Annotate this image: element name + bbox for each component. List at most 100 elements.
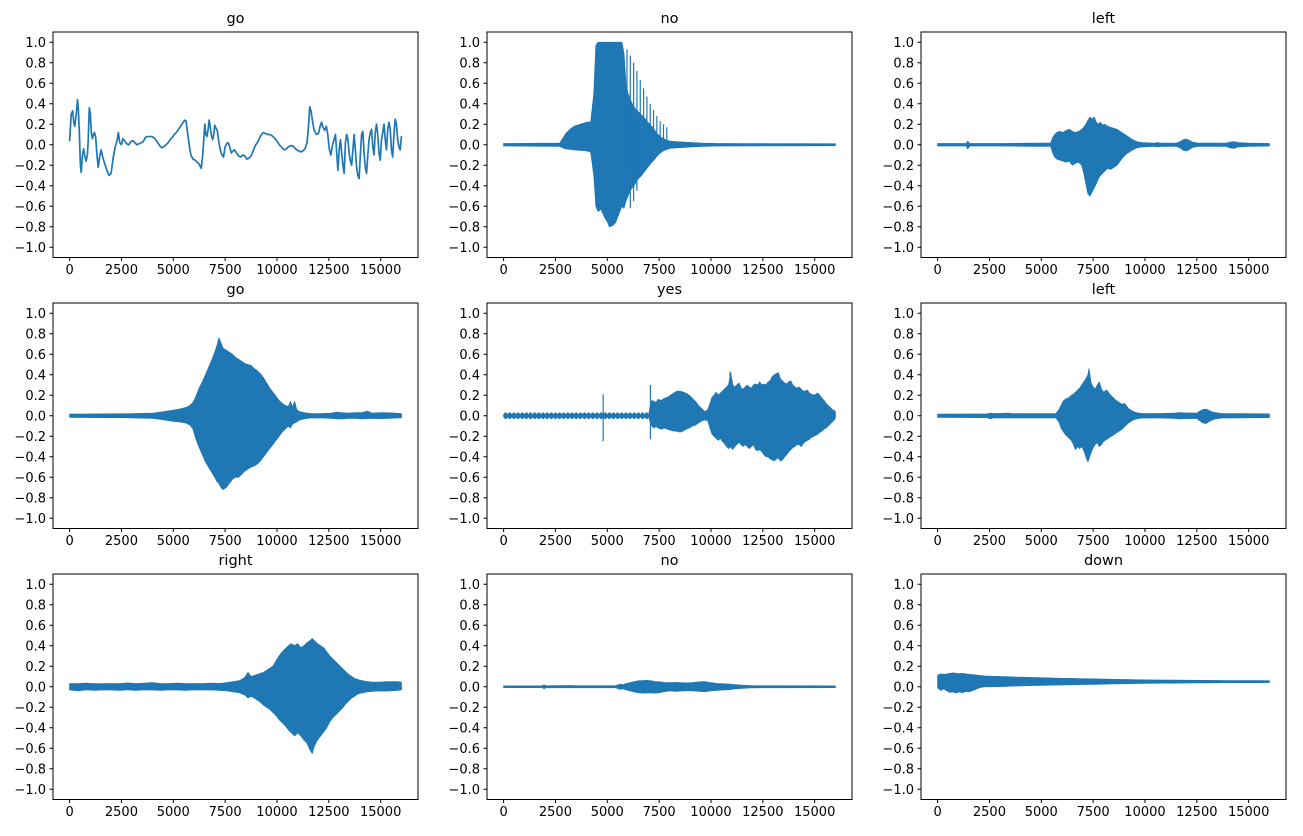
x-tick-label: 5000 — [591, 263, 624, 278]
axes-frame — [486, 302, 853, 529]
x-tick-label: 12500 — [308, 263, 349, 278]
x-tick-label: 0 — [933, 263, 941, 278]
y-tick-label: 0.4 — [459, 97, 480, 112]
y-tick-label: 0.0 — [25, 138, 46, 153]
y-tick-label: 1.0 — [459, 36, 480, 51]
y-tick-label: 0.8 — [893, 327, 914, 342]
y-tick-label: 0.4 — [25, 97, 46, 112]
y-tick-label: 0.4 — [459, 639, 480, 654]
x-tick-label: 10000 — [256, 805, 297, 820]
axes-frame — [486, 573, 853, 800]
y-tick-label: −1.0 — [14, 241, 46, 256]
y-tick-label: −0.8 — [448, 762, 480, 777]
y-tick-label: −0.8 — [14, 491, 46, 506]
y-tick-label: −0.8 — [882, 220, 914, 235]
y-tick-label: −1.0 — [882, 512, 914, 527]
waveform-envelope — [503, 372, 836, 462]
y-tick-label: 1.0 — [459, 578, 480, 593]
subplot-down-r2c2: 0 2500 5000 7500 10000 12500 15000 −1.0 −0.8 −0.6… — [882, 553, 1287, 820]
x-tick-label: 7500 — [209, 263, 242, 278]
y-tick-label: −1.0 — [14, 512, 46, 527]
subplot-title: go — [226, 11, 244, 27]
y-tick-label: 0.2 — [459, 118, 480, 133]
x-tick-label: 12500 — [742, 534, 783, 549]
subplot-left-r0c2: 0 2500 5000 7500 10000 12500 15000 −1.0 −0.8 −0.6… — [882, 11, 1287, 278]
axes-frame — [920, 573, 1287, 800]
x-tick-label: 5000 — [591, 534, 624, 549]
subplot-title: no — [660, 11, 678, 27]
y-tick-label: 1.0 — [25, 578, 46, 593]
x-tick-label: 5000 — [157, 805, 190, 820]
y-tick-label: 0.0 — [893, 680, 914, 695]
x-tick-label: 10000 — [690, 805, 731, 820]
y-tick-label: −0.8 — [448, 491, 480, 506]
y-tick-label: −0.8 — [882, 491, 914, 506]
y-tick-label: −0.2 — [882, 159, 914, 174]
x-tick-label: 0 — [933, 805, 941, 820]
x-tick-label: 15000 — [1228, 263, 1269, 278]
y-tick-label: 0.6 — [25, 77, 46, 92]
x-tick-label: 15000 — [1228, 534, 1269, 549]
y-tick-label: −0.4 — [448, 179, 480, 194]
subplot-yes-r1c1: 0 2500 5000 7500 10000 12500 15000 −1.0 −0.8 −0.6… — [448, 282, 853, 549]
y-tick-label: 0.8 — [459, 327, 480, 342]
y-tick-label: −0.8 — [882, 762, 914, 777]
x-tick-label: 2500 — [973, 263, 1006, 278]
x-tick-label: 7500 — [643, 263, 676, 278]
x-tick-label: 7500 — [209, 534, 242, 549]
x-tick-label: 5000 — [1025, 805, 1058, 820]
x-tick-label: 12500 — [308, 534, 349, 549]
y-tick-label: 1.0 — [893, 307, 914, 322]
x-tick-label: 12500 — [742, 805, 783, 820]
y-tick-label: 1.0 — [25, 307, 46, 322]
axes-frame — [52, 31, 419, 258]
x-tick-label: 12500 — [1176, 805, 1217, 820]
y-tick-label: −0.2 — [14, 430, 46, 445]
waveform-envelope — [937, 672, 1270, 694]
y-tick-label: −0.2 — [448, 701, 480, 716]
y-tick-label: 0.2 — [893, 118, 914, 133]
y-tick-label: −0.8 — [14, 220, 46, 235]
x-tick-label: 15000 — [360, 534, 401, 549]
y-tick-label: 0.8 — [893, 598, 914, 613]
y-tick-label: 1.0 — [893, 578, 914, 593]
y-tick-label: 0.4 — [893, 639, 914, 654]
y-tick-label: 0.6 — [459, 619, 480, 634]
y-tick-label: 0.8 — [25, 327, 46, 342]
y-tick-label: −0.2 — [14, 159, 46, 174]
y-tick-label: −0.2 — [448, 159, 480, 174]
y-tick-label: 0.4 — [893, 97, 914, 112]
x-tick-label: 0 — [933, 534, 941, 549]
y-tick-label: 0.0 — [893, 409, 914, 424]
x-tick-label: 15000 — [794, 263, 835, 278]
x-tick-label: 0 — [65, 805, 73, 820]
y-tick-label: 0.6 — [893, 619, 914, 634]
waveform-line — [68, 98, 403, 180]
y-tick-label: 1.0 — [25, 36, 46, 51]
waveform-envelope — [503, 41, 836, 228]
y-tick-label: −1.0 — [14, 783, 46, 798]
y-tick-label: 0.4 — [893, 368, 914, 383]
waveform-envelope — [937, 116, 1270, 197]
y-tick-label: −0.4 — [882, 450, 914, 465]
x-tick-label: 2500 — [105, 805, 138, 820]
x-tick-label: 2500 — [973, 534, 1006, 549]
subplot-title: right — [218, 553, 252, 569]
subplot-right-r2c0: 0 2500 5000 7500 10000 12500 15000 −1.0 −0.8 −0.6… — [14, 553, 419, 820]
y-tick-label: −1.0 — [448, 783, 480, 798]
y-tick-label: −0.4 — [448, 721, 480, 736]
y-tick-label: −0.2 — [882, 701, 914, 716]
subplot-title: down — [1084, 553, 1123, 569]
y-tick-label: 0.0 — [459, 680, 480, 695]
axes-frame — [52, 302, 419, 529]
y-tick-label: −0.2 — [882, 430, 914, 445]
y-tick-label: 0.6 — [893, 348, 914, 363]
x-tick-label: 5000 — [157, 263, 190, 278]
x-tick-label: 0 — [65, 263, 73, 278]
x-tick-label: 15000 — [1228, 805, 1269, 820]
y-tick-label: −0.4 — [14, 721, 46, 736]
x-tick-label: 10000 — [690, 263, 731, 278]
subplot-title: left — [1092, 282, 1116, 298]
